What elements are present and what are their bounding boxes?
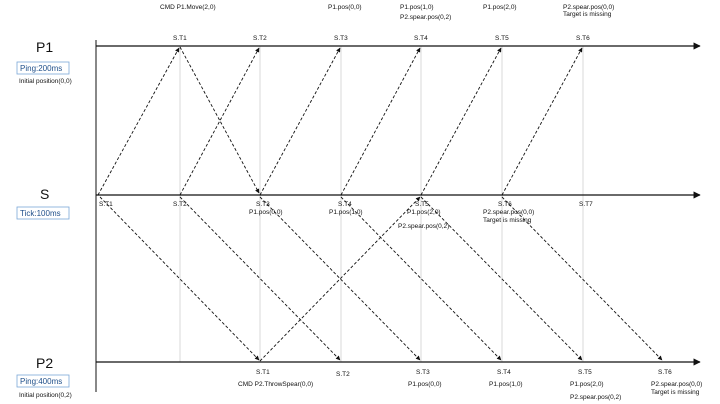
p2-note-t6-missing: Target is missing	[651, 389, 700, 396]
p2-tick-2: S.T2	[336, 371, 350, 378]
msg-s-t5-to-p2	[420, 196, 583, 361]
s-tick-1: S.T1	[99, 201, 113, 208]
msg-s-t4-to-p2	[340, 196, 502, 361]
s-tick-5: S.T5	[415, 201, 429, 208]
s-note-t4: P1.pos(1,0)	[329, 209, 363, 216]
p2-tick-labels: S.T1 S.T2 S.T3 S.T4 S.T5 S.T6	[256, 369, 672, 378]
p1-notes: CMD P1.Move(2,0) P1.pos(0,0) P1.pos(1,0)…	[160, 4, 614, 21]
s-tick-rate: Tick:100ms	[20, 209, 61, 218]
p1-note-t4-spear: P2.spear.pos(0,2)	[400, 14, 451, 21]
s-tick-4: S.T4	[338, 201, 352, 208]
msg-s-t6-to-p1	[501, 47, 583, 196]
s-lane-label: S	[40, 186, 49, 202]
p1-tick-1: S.T1	[173, 35, 187, 42]
s-tick-6: S.T6	[498, 201, 512, 208]
s-tick-box	[16, 206, 70, 220]
msg-s-t2-to-p1	[179, 47, 260, 196]
p2-note-t6-spear: P2.spear.pos(0,0)	[651, 381, 702, 388]
p1-tick-2: S.T2	[253, 35, 267, 42]
p2-cmd-throw: CMD P2.ThrowSpear(0,0)	[238, 381, 313, 388]
msg-s-t1-to-p1	[97, 47, 180, 196]
p2-note-t5-pos: P1.pos(2,0)	[570, 381, 604, 388]
msg-s-t3-to-p1	[259, 47, 341, 196]
p1-note-t3: P1.pos(0,0)	[328, 4, 362, 11]
p2-ping-box	[16, 374, 70, 388]
p2-ping: Ping:400ms	[20, 377, 62, 386]
p2-initial-position: Initial position(0,2)	[19, 392, 72, 399]
s-tick-7: S.T7	[579, 201, 593, 208]
p2-note-t4: P1.pos(1,0)	[489, 381, 523, 388]
p1-initial-position: Initial position(0,0)	[19, 78, 72, 85]
p1-note-t5: P1.pos(2,0)	[483, 4, 517, 11]
s-note-t6-missing: Target is missing	[483, 217, 532, 224]
s-notes: P1.pos(0,0) P1.pos(1,0) P1.pos(2,0) P2.s…	[249, 209, 534, 230]
msg-s-t6-to-p2	[501, 196, 663, 361]
p1-ping: Ping:200ms	[20, 64, 62, 73]
msg-s-t2-to-p2	[179, 196, 341, 361]
p2-note-t5-spear: P2.spear.pos(0,2)	[570, 394, 621, 401]
s-note-t5-pos: P1.pos(2,0)	[407, 209, 441, 216]
p2-note-t3: P1.pos(0,0)	[408, 381, 442, 388]
p2-tick-4: S.T4	[497, 369, 511, 376]
s-tick-labels: S.T1 S.T2 S.T3 S.T4 S.T5 S.T6 S.T7	[99, 201, 593, 208]
msg-s-t4-to-p1	[340, 47, 421, 196]
s-note-t5-spear: P2.spear.pos(0,2)	[398, 223, 449, 230]
tick-guides	[179, 46, 584, 362]
p2-tick-1: S.T1	[256, 369, 270, 376]
p2-tick-5: S.T5	[578, 369, 592, 376]
p2-tick-3: S.T3	[416, 369, 430, 376]
p1-note-t6-missing: Target is missing	[563, 11, 612, 18]
p1-tick-3: S.T3	[334, 35, 348, 42]
p2-notes: CMD P2.ThrowSpear(0,0) P1.pos(0,0) P1.po…	[238, 381, 702, 401]
message-arrows	[97, 46, 663, 362]
p1-cmd-move: CMD P1.Move(2,0)	[160, 4, 216, 11]
p2-tick-6: S.T6	[658, 369, 672, 376]
s-tick-3: S.T3	[256, 201, 270, 208]
s-tick-2: S.T2	[173, 201, 187, 208]
msg-s-t5-to-p1	[420, 47, 502, 196]
p1-lane-label: P1	[36, 39, 53, 55]
p1-ping-box	[16, 61, 70, 75]
p1-tick-5: S.T5	[495, 35, 509, 42]
p1-note-t6-spear: P2.spear.pos(0,0)	[563, 4, 614, 11]
p1-tick-6: S.T6	[576, 35, 590, 42]
s-note-t3: P1.pos(0,0)	[249, 209, 283, 216]
msg-s-t1-to-p2	[99, 196, 260, 361]
p1-tick-4: S.T4	[414, 35, 428, 42]
msg-p1-cmd-to-s	[179, 46, 260, 194]
msg-p2-cmd-to-s	[259, 196, 421, 362]
s-note-t6-spear: P2.spear.pos(0,0)	[483, 209, 534, 216]
p2-lane-label: P2	[36, 355, 53, 371]
msg-s-t3-to-p2	[259, 196, 421, 361]
p1-tick-labels: S.T1 S.T2 S.T3 S.T4 S.T5 S.T6	[173, 35, 590, 42]
p1-note-t4-pos: P1.pos(1,0)	[400, 4, 434, 11]
